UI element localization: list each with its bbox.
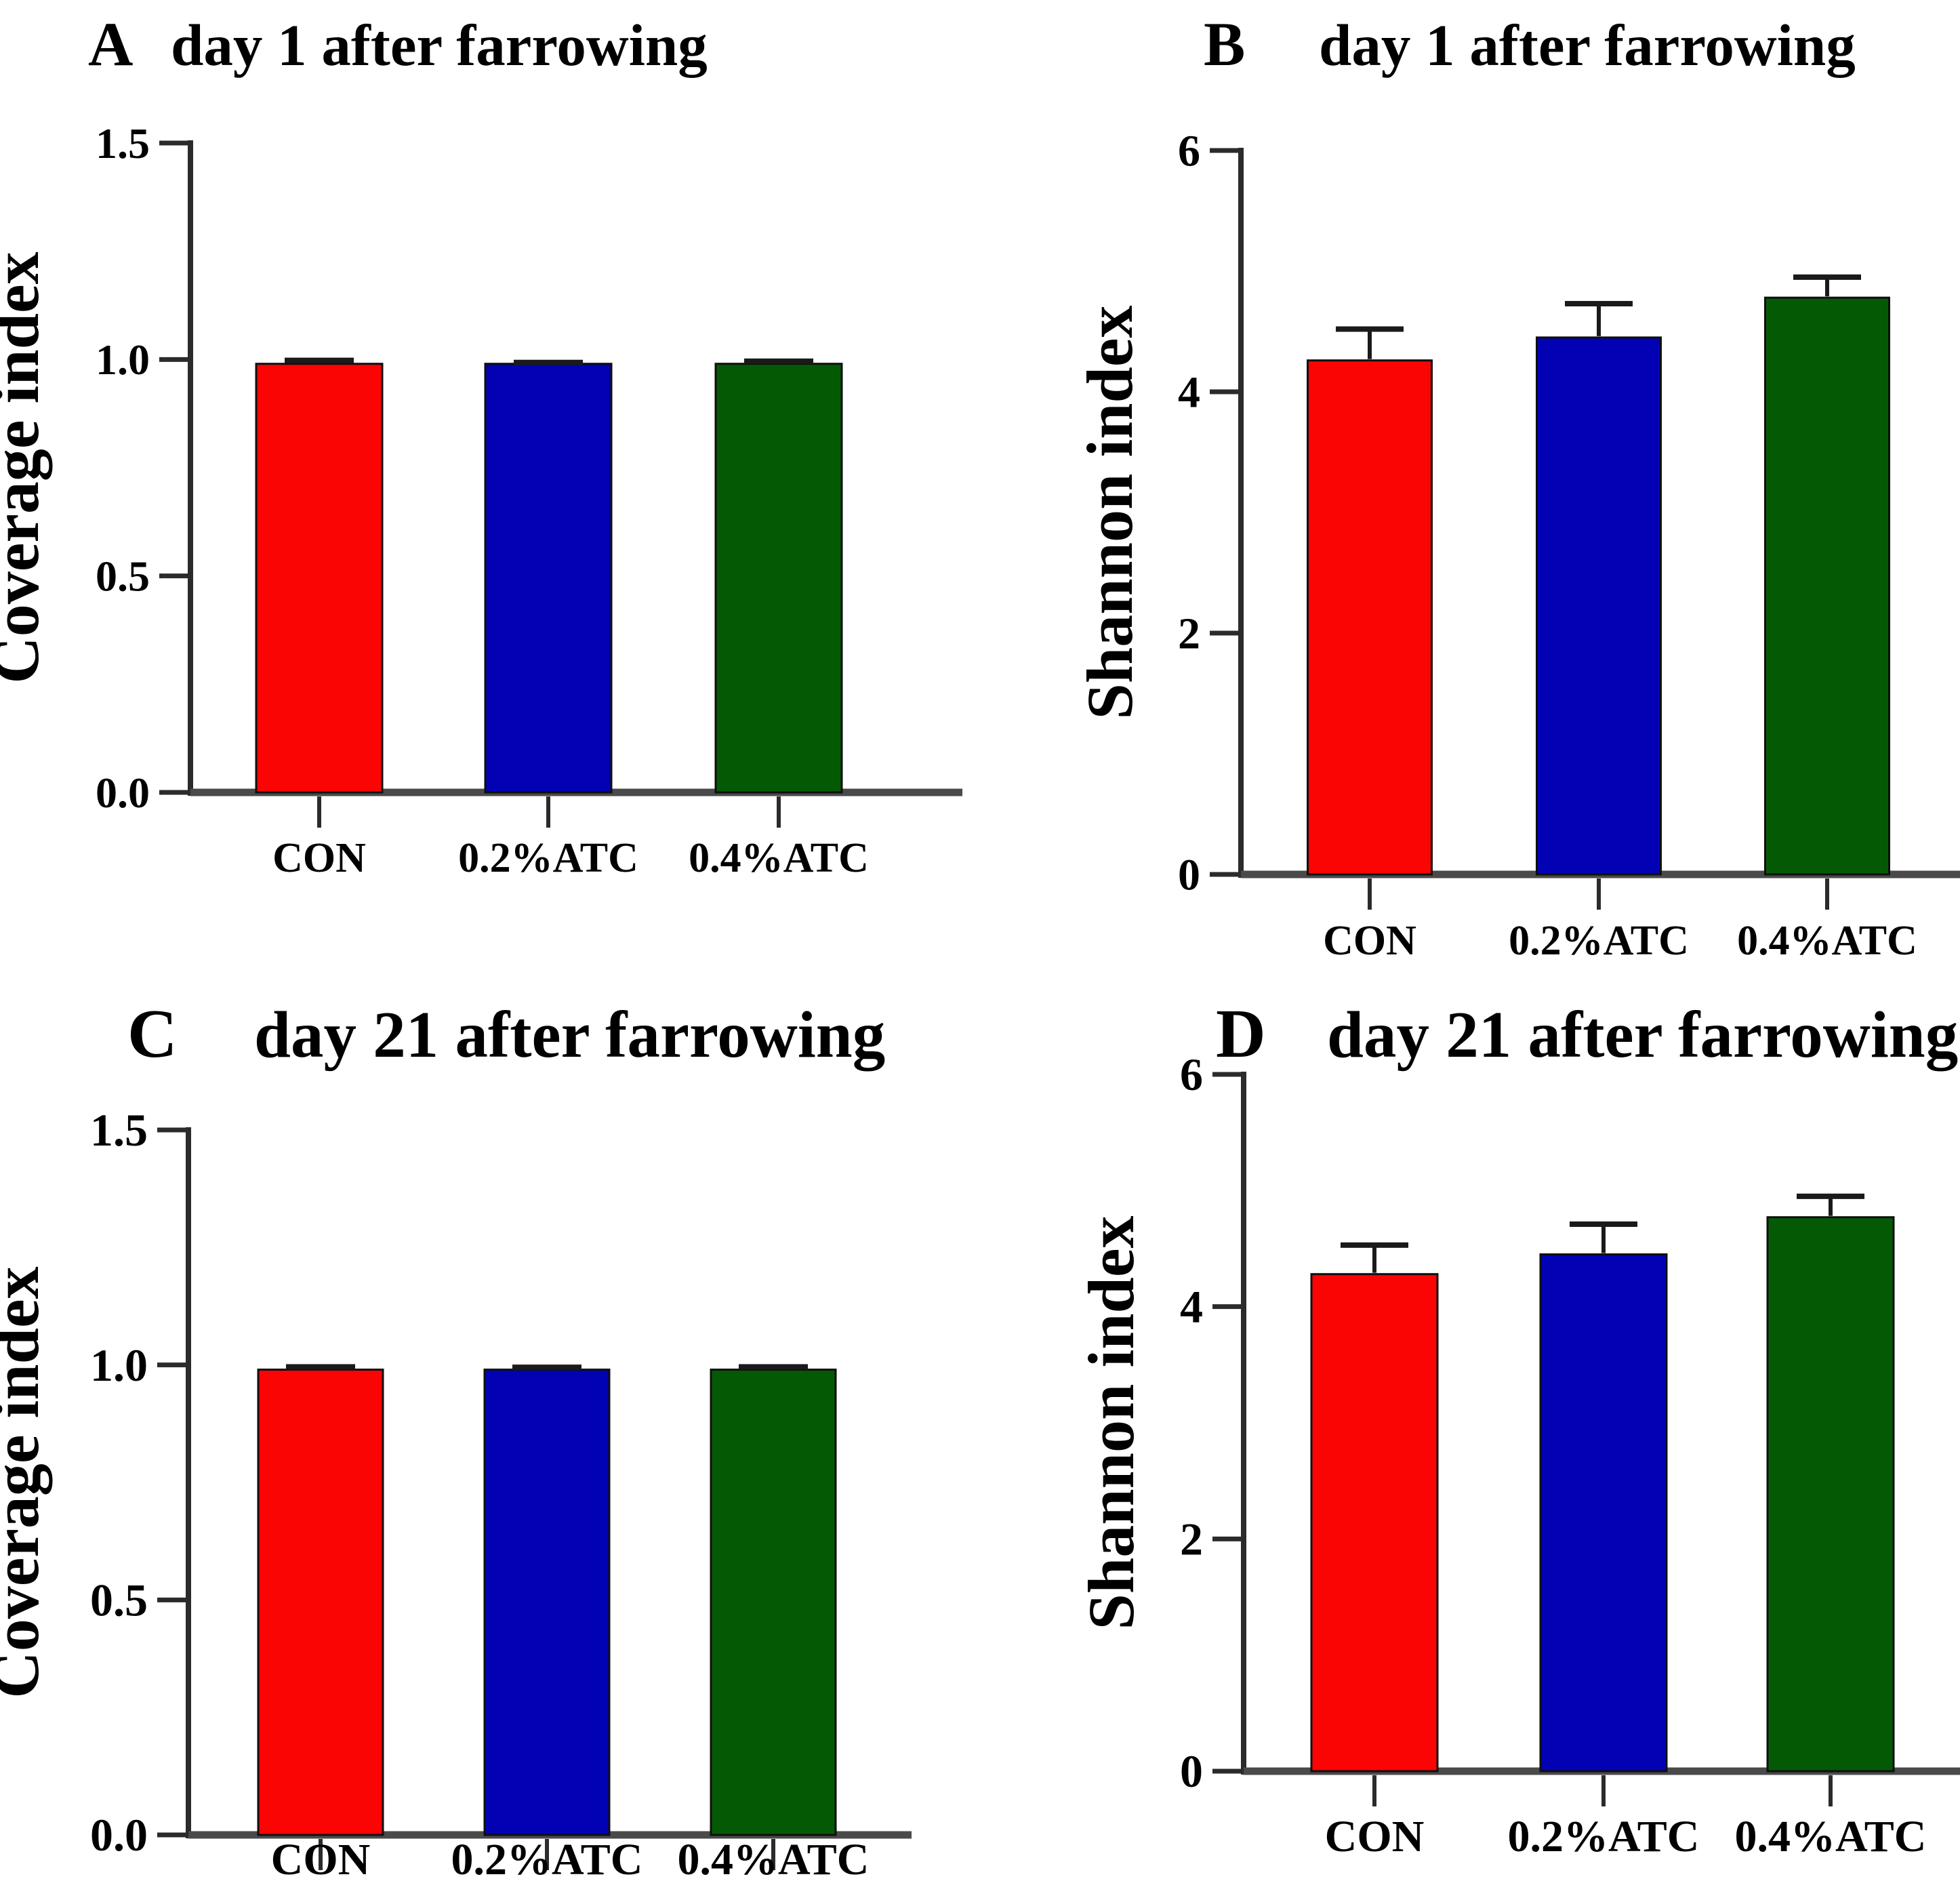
panel-letter: D bbox=[1216, 996, 1266, 1072]
y-tick-label: 6 bbox=[1178, 126, 1200, 176]
panel-letter: B bbox=[1204, 9, 1245, 79]
y-axis-label: Coverage index bbox=[0, 1266, 52, 1698]
y-tick-label: 4 bbox=[1180, 1281, 1203, 1333]
y-tick-label: 6 bbox=[1180, 1049, 1203, 1100]
y-tick-label: 0 bbox=[1180, 1745, 1203, 1797]
bar-0.4%ATC bbox=[1766, 1216, 1895, 1773]
y-tick-label: 4 bbox=[1178, 367, 1200, 417]
bar-0.2%ATC bbox=[1539, 1253, 1668, 1773]
x-category-label: CON bbox=[1323, 918, 1416, 964]
panel-title: day 1 after farrowing bbox=[171, 12, 708, 78]
x-category-label: 0.2%ATC bbox=[458, 835, 638, 881]
bar-0.2%ATC bbox=[483, 1369, 611, 1836]
panel-letter: C bbox=[127, 996, 178, 1072]
bar-CON bbox=[255, 363, 384, 794]
x-category-label: 0.4%ATC bbox=[1735, 1812, 1927, 1861]
y-tick-label: 1.5 bbox=[90, 1104, 148, 1156]
panel-letter: A bbox=[88, 9, 133, 79]
panel-title: day 21 after farrowing bbox=[254, 998, 885, 1071]
bar-0.4%ATC bbox=[1764, 296, 1890, 876]
y-tick-label: 2 bbox=[1178, 609, 1200, 658]
x-category-label: 0.2%ATC bbox=[1509, 918, 1689, 964]
y-tick-label: 0.5 bbox=[90, 1574, 148, 1625]
y-axis-label: Shannon index bbox=[1074, 305, 1146, 719]
x-category-label: 0.4%ATC bbox=[689, 835, 869, 881]
bar-0.4%ATC bbox=[710, 1369, 837, 1836]
bar-0.2%ATC bbox=[484, 363, 613, 794]
panel-title: day 21 after farrowing bbox=[1327, 998, 1958, 1071]
x-category-label: 0.2%ATC bbox=[451, 1835, 643, 1881]
bar-CON bbox=[1307, 359, 1433, 876]
y-tick-label: 0.0 bbox=[90, 1809, 148, 1861]
x-category-label: CON bbox=[1325, 1812, 1425, 1861]
bar-CON bbox=[257, 1369, 384, 1836]
y-tick-label: 0.0 bbox=[96, 769, 150, 817]
y-tick-label: 2 bbox=[1180, 1513, 1203, 1564]
y-axis-label: Coverage index bbox=[0, 251, 52, 683]
y-tick-label: 1.0 bbox=[96, 336, 150, 384]
x-category-label: 0.4%ATC bbox=[678, 1835, 870, 1881]
bar-0.2%ATC bbox=[1536, 336, 1662, 876]
y-axis-label: Shannon index bbox=[1075, 1215, 1147, 1630]
bar-0.4%ATC bbox=[714, 363, 843, 794]
y-tick-label: 0 bbox=[1178, 850, 1200, 899]
x-category-label: CON bbox=[272, 835, 366, 881]
x-category-label: 0.4%ATC bbox=[1737, 918, 1917, 964]
x-category-label: CON bbox=[271, 1835, 371, 1881]
y-tick-label: 0.5 bbox=[96, 552, 150, 600]
y-tick-label: 1.5 bbox=[96, 119, 150, 167]
panel-title: day 1 after farrowing bbox=[1319, 12, 1856, 78]
x-category-label: 0.2%ATC bbox=[1508, 1812, 1700, 1861]
y-tick-label: 1.0 bbox=[90, 1339, 148, 1391]
bar-CON bbox=[1310, 1273, 1439, 1773]
